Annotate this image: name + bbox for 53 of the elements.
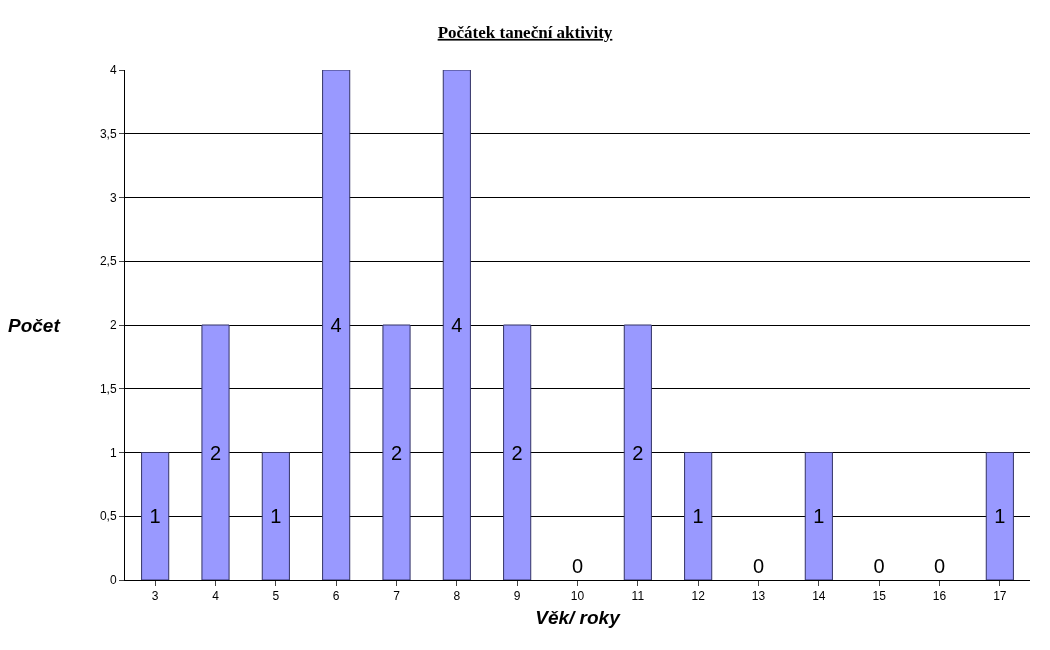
data-label: 0 [873, 555, 885, 577]
x-tick-label: 8 [453, 589, 461, 604]
bar [684, 452, 713, 580]
bar [322, 70, 351, 580]
data-label: 1 [692, 505, 704, 528]
data-label: 1 [149, 505, 161, 528]
x-tick-label: 7 [393, 589, 401, 604]
x-tick-label: 5 [272, 589, 280, 604]
data-label: 1 [994, 505, 1006, 528]
data-label: 2 [632, 441, 644, 464]
x-tick-label: 14 [812, 589, 826, 604]
x-tick-label: 4 [212, 589, 220, 604]
y-tick-label: 0,5 [99, 509, 117, 524]
bar [201, 324, 230, 580]
bar [623, 324, 652, 580]
x-tick-label: 16 [932, 589, 947, 604]
data-label: 1 [270, 505, 282, 528]
x-axis-title: Věk/ roky [535, 607, 622, 629]
bar [503, 324, 532, 580]
data-label: 0 [571, 555, 584, 577]
data-label: 4 [451, 314, 463, 336]
data-label: 4 [330, 314, 342, 336]
y-tick-label: 2 [109, 318, 117, 333]
x-tick-label: 11 [631, 589, 645, 604]
y-tick-label: 2,5 [99, 254, 117, 269]
x-tick-label: 17 [993, 589, 1007, 604]
bar [985, 452, 1014, 580]
bar [261, 452, 290, 580]
bar [442, 70, 471, 580]
y-tick-label: 3,5 [99, 126, 117, 141]
y-tick-label: 1,5 [99, 381, 117, 396]
data-label: 2 [209, 441, 222, 464]
y-tick-label: 4 [109, 63, 117, 78]
x-tick-label: 6 [332, 589, 340, 604]
bar [141, 452, 170, 580]
x-tick-label: 12 [691, 589, 706, 604]
y-axis-title: Počet [8, 315, 61, 336]
data-label: 2 [511, 441, 523, 464]
y-tick-label: 0 [109, 573, 117, 588]
x-tick-label: 10 [570, 589, 585, 604]
data-label: 1 [813, 505, 825, 528]
x-tick-label: 13 [751, 589, 766, 604]
bar [382, 324, 411, 580]
data-label: 0 [752, 555, 765, 577]
x-tick-label: 3 [151, 589, 159, 604]
bar [804, 452, 833, 580]
x-tick-label: 15 [872, 589, 887, 604]
y-tick-label: 1 [109, 445, 117, 460]
chart-title: Počátek taneční aktivity [437, 22, 613, 42]
data-label: 2 [390, 441, 403, 464]
data-label: 0 [933, 555, 946, 577]
x-tick-label: 9 [513, 589, 521, 604]
y-tick-label: 3 [109, 190, 117, 205]
